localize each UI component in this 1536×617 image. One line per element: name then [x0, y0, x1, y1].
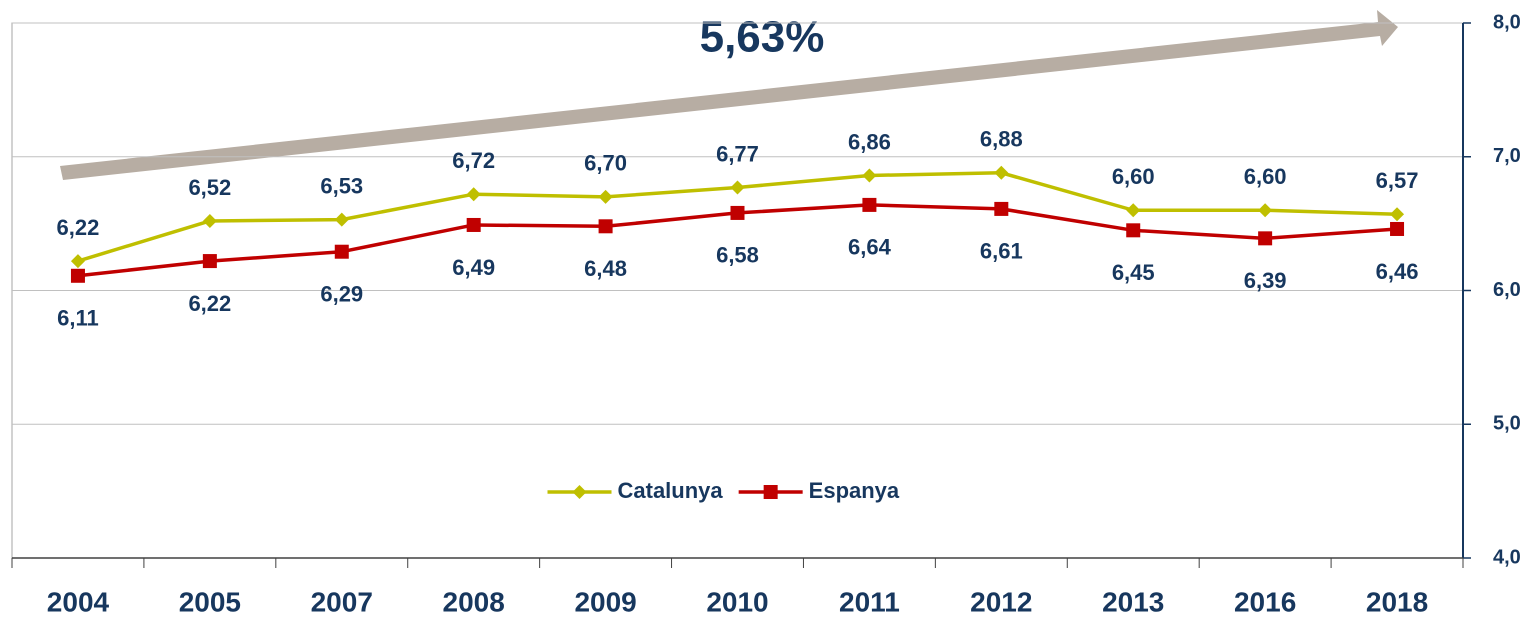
- marker: [334, 212, 349, 227]
- marker: [466, 217, 481, 232]
- value-label: 6,29: [320, 282, 363, 307]
- value-label: 6,60: [1244, 164, 1287, 189]
- x-tick-label: 2004: [47, 586, 110, 617]
- x-tick-label: 2009: [574, 586, 636, 617]
- value-label: 6,77: [716, 141, 759, 166]
- y-tick-label: 5,0: [1493, 413, 1521, 435]
- marker: [202, 213, 217, 228]
- marker: [572, 485, 587, 499]
- value-label: 6,22: [57, 215, 100, 240]
- x-tick-label: 2016: [1234, 586, 1296, 617]
- legend-label: Espanya: [809, 478, 900, 503]
- value-label: 6,39: [1244, 268, 1287, 293]
- marker: [598, 219, 613, 234]
- marker: [598, 189, 613, 204]
- y-tick-label: 7,0: [1493, 145, 1521, 167]
- value-label: 6,70: [584, 151, 627, 176]
- marker: [466, 187, 481, 202]
- x-tick-label: 2005: [179, 586, 241, 617]
- marker: [763, 485, 778, 499]
- value-label: 6,48: [584, 256, 627, 281]
- marker: [994, 201, 1009, 216]
- value-label: 6,46: [1376, 259, 1419, 284]
- value-label: 6,52: [188, 175, 231, 200]
- value-label: 6,88: [980, 127, 1023, 152]
- value-label: 6,72: [452, 148, 495, 173]
- y-tick-label: 8,0: [1493, 11, 1521, 33]
- marker: [202, 254, 217, 269]
- value-label: 6,49: [452, 255, 495, 280]
- x-tick-label: 2008: [443, 586, 505, 617]
- marker: [334, 244, 349, 259]
- marker: [730, 180, 745, 195]
- value-label: 6,64: [848, 235, 892, 260]
- x-tick-label: 2007: [311, 586, 373, 617]
- value-label: 6,61: [980, 239, 1023, 264]
- x-tick-label: 2010: [706, 586, 768, 617]
- value-label: 6,11: [57, 306, 99, 331]
- marker: [1390, 207, 1405, 222]
- marker: [1258, 203, 1273, 218]
- marker: [862, 197, 877, 212]
- y-tick-label: 6,0: [1493, 279, 1521, 301]
- value-label: 6,86: [848, 129, 891, 154]
- value-label: 6,22: [188, 291, 231, 316]
- value-label: 6,45: [1112, 260, 1155, 285]
- value-label: 6,57: [1376, 168, 1419, 193]
- legend-label: Catalunya: [618, 478, 724, 503]
- value-label: 6,60: [1112, 164, 1155, 189]
- marker: [862, 168, 877, 183]
- marker: [1390, 221, 1405, 236]
- marker: [730, 205, 745, 220]
- marker: [1126, 223, 1141, 238]
- x-tick-label: 2011: [839, 586, 900, 617]
- x-tick-label: 2018: [1366, 586, 1428, 617]
- value-label: 6,58: [716, 243, 759, 268]
- value-label: 6,53: [320, 173, 363, 198]
- marker: [1258, 231, 1273, 246]
- marker: [1126, 203, 1141, 218]
- trend-arrow: [60, 10, 1398, 180]
- annotation: 5,63%: [700, 13, 825, 62]
- y-tick-label: 4,0: [1493, 546, 1521, 568]
- marker: [70, 254, 85, 269]
- marker: [994, 165, 1009, 180]
- x-tick-label: 2012: [970, 586, 1032, 617]
- x-tick-label: 2013: [1102, 586, 1164, 617]
- marker: [70, 268, 85, 283]
